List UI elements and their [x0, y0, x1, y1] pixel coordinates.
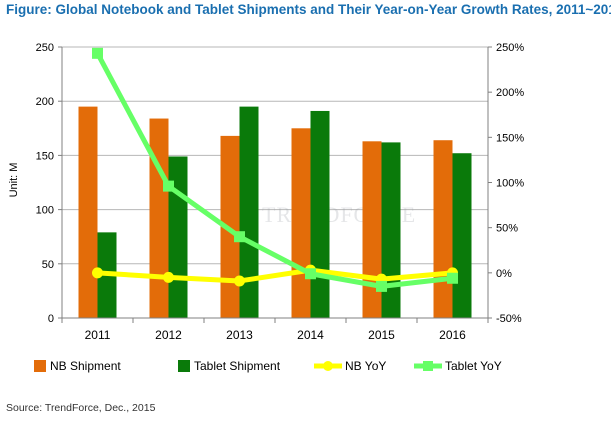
legend-nb-yoy-swatch-marker [323, 361, 333, 371]
source-note: Source: TrendForce, Dec., 2015 [6, 402, 156, 414]
nb-shipment-bar [149, 118, 169, 318]
legend-nb-shipment-label: NB Shipment [50, 359, 121, 373]
tablet-shipment-bar [310, 110, 330, 319]
x-tick-label: 2012 [155, 328, 182, 342]
y-tick-label: 250 [36, 42, 54, 54]
nb-shipment-bar [433, 140, 453, 318]
legend-nb-shipment-swatch [34, 360, 46, 372]
legend-nb-yoy-label: NB YoY [345, 359, 386, 373]
lines-group [92, 47, 458, 292]
y2-tick-label: 50% [496, 223, 518, 235]
nb-yoy-line [97, 267, 453, 284]
y2-tick-label: 250% [496, 42, 524, 54]
tablet-yoy-marker [234, 231, 245, 243]
nb-yoy-marker [234, 275, 245, 287]
y-axis-label: Unit: M [8, 163, 20, 198]
nb-shipment-bar [291, 128, 311, 318]
axes-group: 0 50 100 150 200 250 -50% 0% 50% 100% 150% 200% 250%… [36, 42, 525, 342]
tablet-shipment-bar [239, 106, 259, 319]
chart-title: Figure: Global Notebook and Tablet Shipm… [6, 2, 611, 17]
y-tick-label: 0 [48, 313, 54, 325]
x-tick-label: 2016 [439, 328, 466, 342]
y-tick-label: 100 [36, 205, 54, 217]
y-tick-label: 50 [42, 259, 54, 271]
legend-tablet-shipment-swatch [178, 360, 190, 372]
tablet-shipment-bar [381, 142, 401, 318]
x-tick-label: 2013 [226, 328, 253, 342]
legend-tablet-yoy-swatch-marker [423, 361, 433, 371]
bars-group [78, 106, 472, 319]
y-tick-label: 200 [36, 96, 54, 108]
nb-yoy-marker [163, 271, 174, 283]
y2-tick-label: 0% [496, 268, 512, 280]
legend: NB Shipment Tablet Shipment NB YoY Tablet Y… [34, 359, 502, 373]
x-tick-label: 2011 [85, 328, 111, 342]
x-tick-label: 2014 [297, 328, 324, 342]
nb-shipment-bar [78, 106, 98, 319]
y2-tick-label: 100% [496, 178, 524, 190]
legend-tablet-shipment-label: Tablet Shipment [194, 359, 281, 373]
nb-shipment-bar [362, 141, 382, 318]
tablet-yoy-marker [92, 47, 103, 59]
y2-tick-label: 150% [496, 132, 524, 144]
tablet-yoy-marker [376, 280, 387, 292]
y2-tick-label: 200% [496, 87, 524, 99]
tablet-yoy-marker [447, 272, 458, 284]
y2-tick-label: -50% [496, 313, 522, 325]
tablet-yoy-line [95, 52, 453, 289]
nb-yoy-marker [92, 267, 103, 279]
x-tick-label: 2015 [368, 328, 395, 342]
tablet-yoy-marker [163, 180, 174, 192]
tablet-shipment-bar [452, 153, 472, 318]
tablet-yoy-marker [305, 268, 316, 280]
legend-tablet-yoy-label: Tablet YoY [445, 359, 502, 373]
y-tick-label: 150 [36, 150, 54, 162]
